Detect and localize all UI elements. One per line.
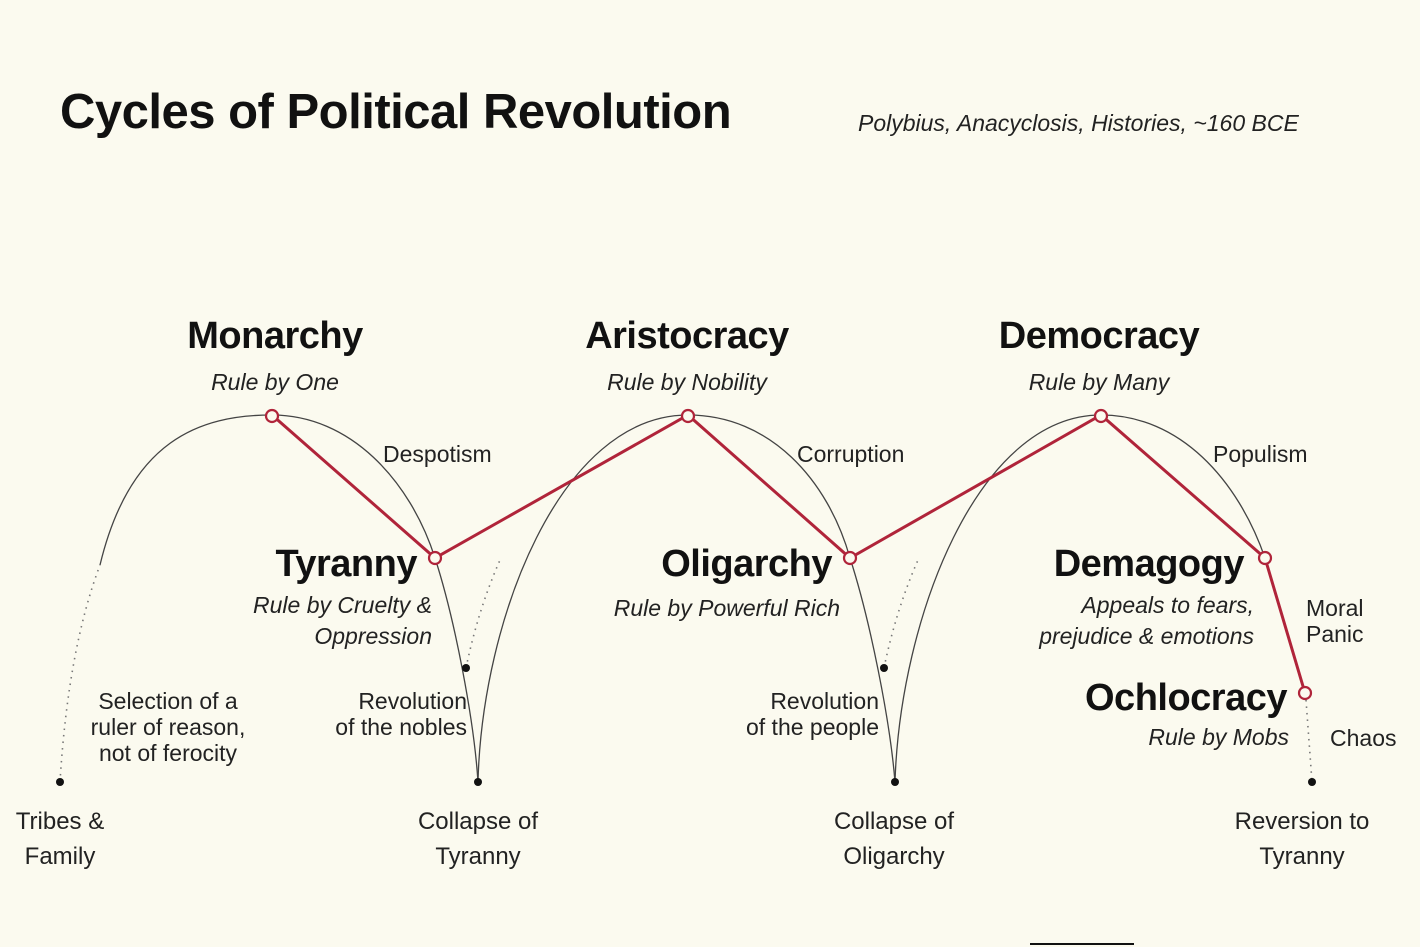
- dot-reversion: [1308, 778, 1316, 786]
- node-demagogy: [1257, 550, 1273, 566]
- dotted-rev-nobles: [465, 559, 501, 669]
- transition-chaos: Chaos: [1330, 725, 1397, 751]
- stage-tyranny-desc-1: Rule by Cruelty &: [253, 592, 432, 618]
- tribes-line-1: Tribes &: [15, 808, 105, 835]
- node-tyranny: [427, 550, 443, 566]
- stage-ochlocracy-desc: Rule by Mobs: [1148, 724, 1289, 750]
- arch-monarchy: [99, 414, 479, 783]
- transition-populism: Populism: [1213, 441, 1308, 467]
- stage-ochlocracy: Ochlocracy: [1085, 677, 1288, 719]
- transition-selection: Selection of a ruler of reason, not of f…: [68, 688, 268, 766]
- node-oligarchy: [842, 550, 858, 566]
- stage-aristocracy: Aristocracy: [585, 315, 789, 357]
- selection-line-2: ruler of reason,: [90, 714, 246, 740]
- dot-collapse-oligarchy: [891, 778, 899, 786]
- stage-demagogy: Demagogy: [1053, 543, 1245, 585]
- stage-oligarchy-desc: Rule by Powerful Rich: [613, 595, 840, 621]
- stage-tyranny: Tyranny: [275, 543, 417, 585]
- collapse-oligarchy-line-2: Oligarchy: [843, 843, 945, 870]
- collapse-tyranny-line-1: Collapse of: [417, 808, 539, 835]
- moral-panic-line-1: Moral: [1306, 595, 1364, 621]
- rev-people-line-2: of the people: [745, 714, 879, 740]
- reversion-line-1: Reversion to: [1234, 808, 1370, 835]
- transition-rev-nobles: Revolution of the nobles: [335, 688, 467, 740]
- endpoint-collapse-oligarchy: Collapse of Oligarchy: [804, 804, 984, 874]
- stage-democracy-desc: Rule by Many: [1028, 369, 1170, 395]
- rev-nobles-line-2: of the nobles: [335, 714, 467, 740]
- transition-corruption: Corruption: [797, 441, 905, 467]
- dot-collapse-tyranny: [474, 778, 482, 786]
- dot-rev-people: [880, 664, 888, 672]
- reversion-line-2: Tyranny: [1259, 843, 1345, 870]
- transition-moral-panic: Moral Panic: [1306, 595, 1364, 647]
- selection-line-1: Selection of a: [98, 688, 238, 714]
- endpoint-reversion: Reversion to Tyranny: [1202, 804, 1402, 874]
- moral-panic-line-2: Panic: [1306, 621, 1364, 647]
- node-ochlocracy: [1297, 685, 1313, 701]
- stage-tyranny-desc-2: Oppression: [314, 623, 432, 649]
- collapse-oligarchy-line-1: Collapse of: [833, 808, 955, 835]
- rev-nobles-line-1: Revolution: [358, 688, 467, 714]
- tribes-line-2: Family: [24, 843, 96, 870]
- source-citation: Polybius, Anacyclosis, Histories, ~160 B…: [858, 110, 1299, 136]
- stage-demagogy-desc-2: prejudice & emotions: [1039, 623, 1254, 649]
- stage-monarchy-desc: Rule by One: [211, 369, 339, 395]
- node-monarchy: [264, 408, 280, 424]
- dot-tribes: [56, 778, 64, 786]
- dot-rev-nobles: [462, 664, 470, 672]
- page-title: Cycles of Political Revolution: [60, 85, 732, 139]
- collapse-tyranny-line-2: Tyranny: [435, 843, 521, 870]
- endpoint-collapse-tyranny: Collapse of Tyranny: [388, 804, 568, 874]
- node-democracy: [1093, 408, 1109, 424]
- selection-line-3: not of ferocity: [98, 740, 238, 766]
- arch-aristocracy: [477, 414, 896, 783]
- transition-rev-people: Revolution of the people: [746, 688, 879, 740]
- stage-democracy: Democracy: [998, 315, 1200, 357]
- stage-oligarchy: Oligarchy: [661, 543, 832, 585]
- dotted-chaos: [1305, 699, 1313, 783]
- stage-monarchy: Monarchy: [187, 315, 363, 357]
- rev-people-line-1: Revolution: [770, 688, 879, 714]
- arch-democracy: [894, 414, 1266, 783]
- stage-aristocracy-desc: Rule by Nobility: [607, 369, 767, 395]
- stage-demagogy-desc-1: Appeals to fears,: [1081, 592, 1254, 618]
- node-aristocracy: [680, 408, 696, 424]
- transition-despotism: Despotism: [383, 441, 492, 467]
- endpoint-tribes: Tribes & Family: [0, 804, 120, 874]
